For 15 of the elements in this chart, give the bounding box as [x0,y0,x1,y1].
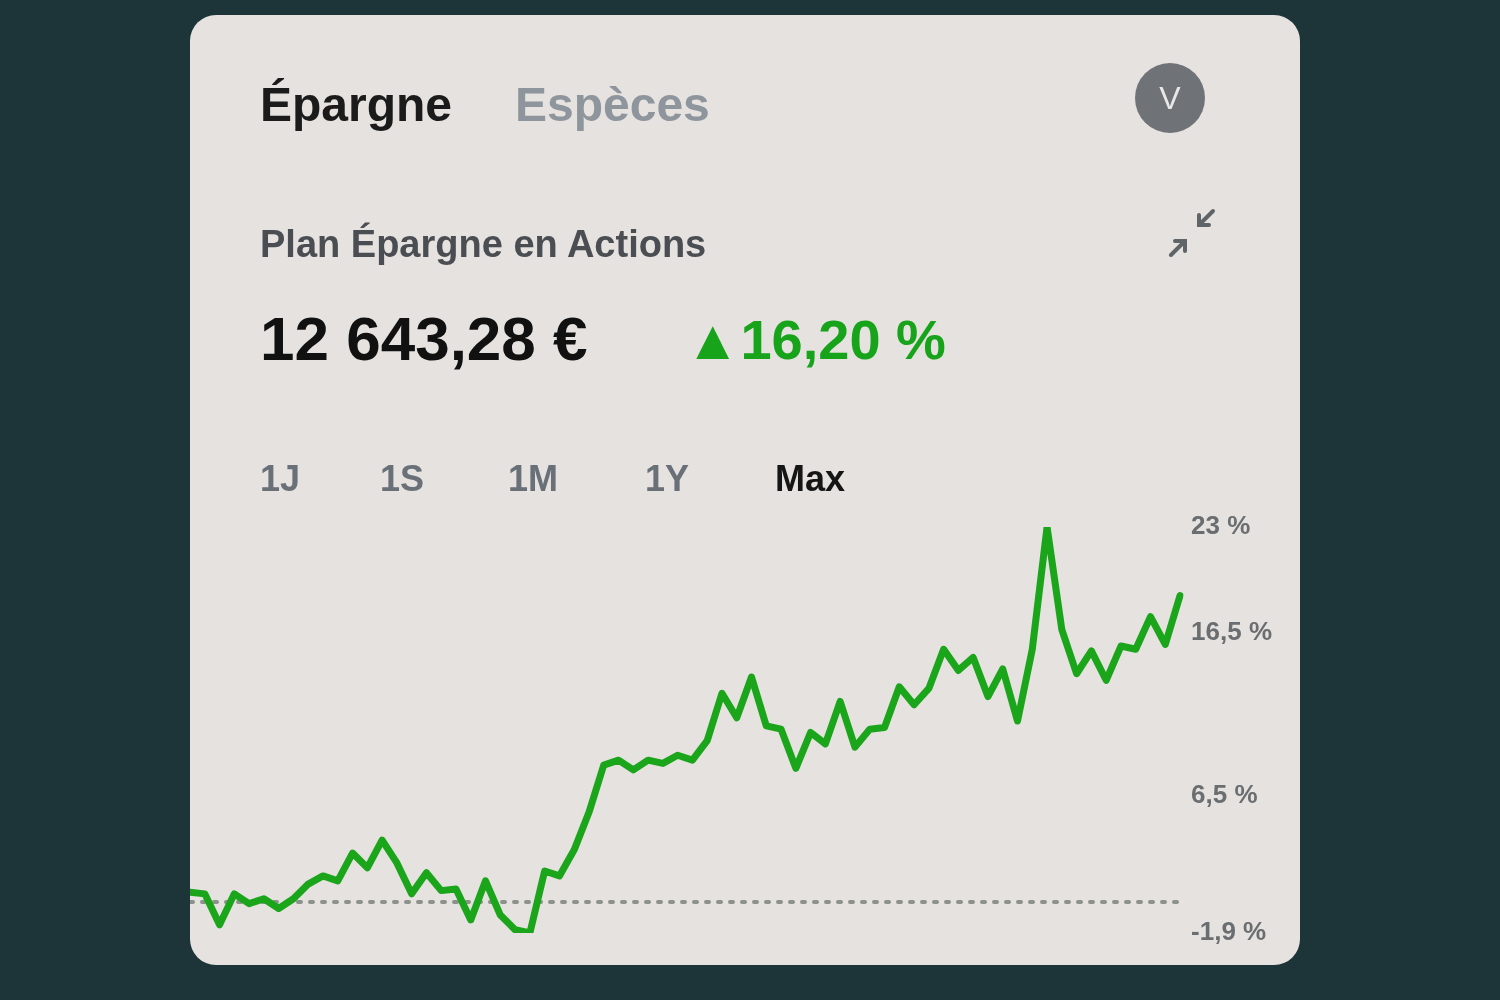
y-tick-label: 23 % [1191,510,1251,541]
chart-title: Plan Épargne en Actions [260,223,707,266]
text: 1J [260,458,301,500]
text: 1M [508,458,559,500]
text: Max [775,458,846,500]
text: 1Y [645,458,690,500]
y-tick-label: 16,5 % [1191,616,1273,647]
text: Espèces [515,77,710,132]
avatar: V [1135,63,1205,133]
text: 1S [380,458,425,500]
chart-subtitle: 12 643,28 € [260,303,588,374]
y-tick-label: -1,9 % [1191,916,1267,947]
text: ▲16,20 % [685,307,946,372]
text: Épargne [260,77,453,132]
y-tick-label: 6,5 % [1191,779,1258,810]
